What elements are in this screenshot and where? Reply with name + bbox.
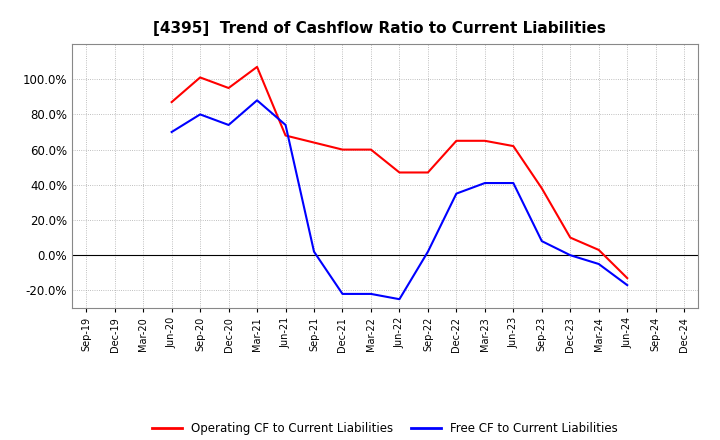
Legend: Operating CF to Current Liabilities, Free CF to Current Liabilities: Operating CF to Current Liabilities, Fre… (148, 417, 623, 440)
Text: [4395]  Trend of Cashflow Ratio to Current Liabilities: [4395] Trend of Cashflow Ratio to Curren… (153, 21, 606, 36)
